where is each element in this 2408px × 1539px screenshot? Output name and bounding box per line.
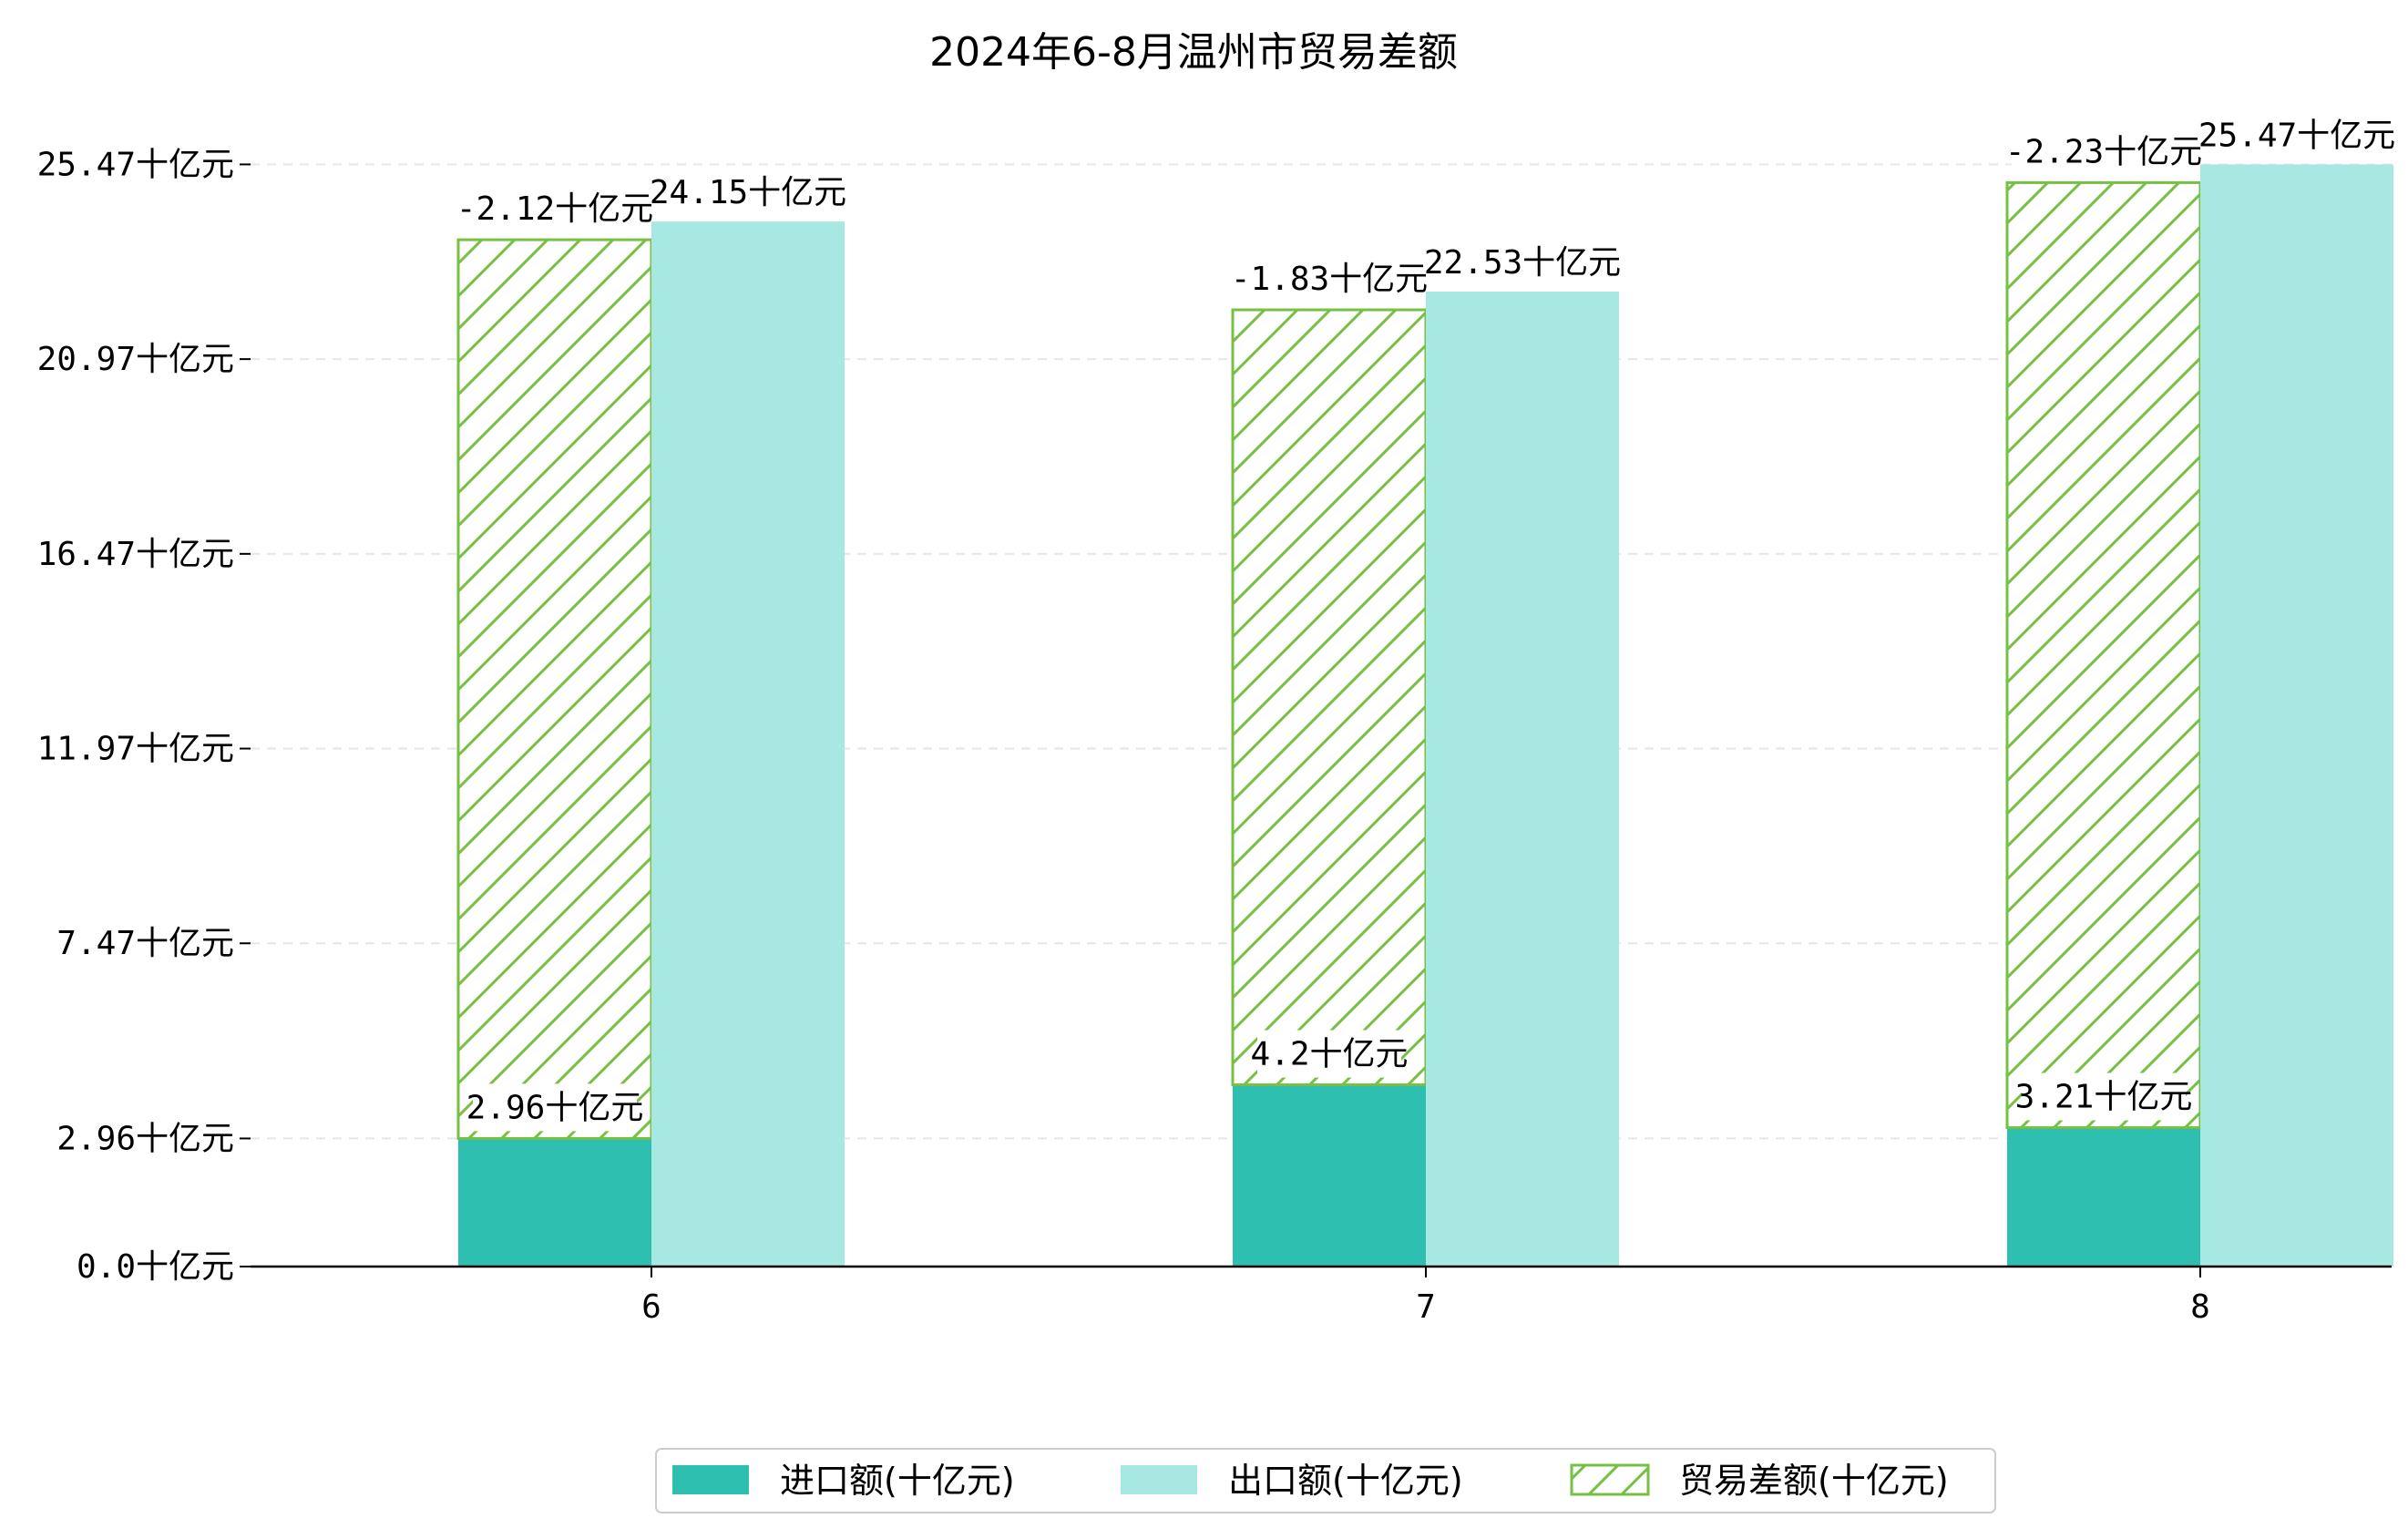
legend-label: 贸易差额(十亿元) [1679,1461,1949,1501]
balance-label: -2.12十亿元 [456,185,653,233]
y-axis: 0.0十亿元 2.96十亿元 7.47十亿元 11.97十亿元 16.47十亿元 20.9… [37,146,251,1286]
data-label-background [1257,1030,1401,1078]
export-bar [2200,164,2393,1267]
data-label-background [463,185,647,233]
legend-swatch [1570,1463,1650,1496]
data-label-background [473,1083,637,1132]
y-tick-label: 25.47十亿元 [37,146,234,183]
data-label-text: 2.96十亿元 [466,1089,644,1126]
data-label-text: -2.23十亿元 [2005,133,2202,170]
legend-item-export: 出口额(十亿元) [1121,1461,1463,1501]
import-label: 4.2十亿元 [1250,1030,1409,1078]
data-label-text: 25.47十亿元 [2198,117,2395,154]
data-label-background [2022,1072,2186,1121]
balance-bar [1231,308,1428,1087]
import-label: 3.21十亿元 [2015,1072,2193,1121]
balance-label: -2.23十亿元 [2005,128,2202,176]
export-label: 22.53十亿元 [1424,239,1621,287]
legend-swatch [1121,1465,1197,1494]
legend-swatch [672,1465,749,1494]
legend-item-balance: 贸易差额(十亿元) [1570,1461,1949,1501]
legend-item-import: 进口额(十亿元) [672,1461,1015,1501]
y-tick-label: 20.97十亿元 [37,341,234,378]
data-label-background [1430,239,1614,287]
bars [456,164,2393,1267]
import-bar [1233,1084,1426,1267]
data-label-background [1237,255,1421,303]
legend-box [655,1448,1996,1513]
data-label-text: 4.2十亿元 [1250,1036,1408,1073]
data-label-text: -1.83十亿元 [1231,261,1428,298]
chart-title: 2024年6-8月温州市贸易差额 [929,29,1458,76]
data-label-text: 3.21十亿元 [2015,1079,2193,1116]
export-label: 25.47十亿元 [2198,111,2395,159]
data-label-background [656,169,840,217]
export-bar [1426,292,1619,1267]
data-label-text: 22.53十亿元 [1424,244,1621,282]
balance-bar [456,238,653,1140]
balance-label: -1.83十亿元 [1231,255,1428,303]
y-tick-label: 7.47十亿元 [56,925,234,962]
data-label-background [2012,128,2196,176]
data-label-text: -2.12十亿元 [456,190,653,228]
legend: 进口额(十亿元) 出口额(十亿元) 贸易差额(十亿元) [655,1448,1996,1513]
x-tick-label: 7 [1416,1288,1436,1326]
y-tick-label: 2.96十亿元 [56,1120,234,1157]
legend-label: 出口额(十亿元) [1228,1461,1463,1501]
import-bar [458,1138,651,1267]
bar-labels: 24.15十亿元-2.12十亿元 2.96十亿元 22.53十亿元-1.83十亿元 4… [456,111,2395,1132]
import-label: 2.96十亿元 [466,1083,644,1132]
balance-bar [2005,180,2202,1130]
y-tick-label: 16.47十亿元 [37,536,234,573]
y-tick-label: 11.97十亿元 [37,731,234,768]
y-tick-label: 0.0十亿元 [77,1248,234,1286]
export-label: 24.15十亿元 [650,169,846,217]
data-label-background [2205,111,2389,159]
x-tick-label: 8 [2190,1288,2210,1326]
x-tick-label: 6 [641,1288,661,1326]
data-label-text: 24.15十亿元 [650,174,846,211]
export-bar [651,221,845,1267]
legend-label: 进口额(十亿元) [780,1461,1015,1501]
import-bar [2007,1127,2200,1267]
x-axis: 6 7 8 [251,1265,2392,1326]
